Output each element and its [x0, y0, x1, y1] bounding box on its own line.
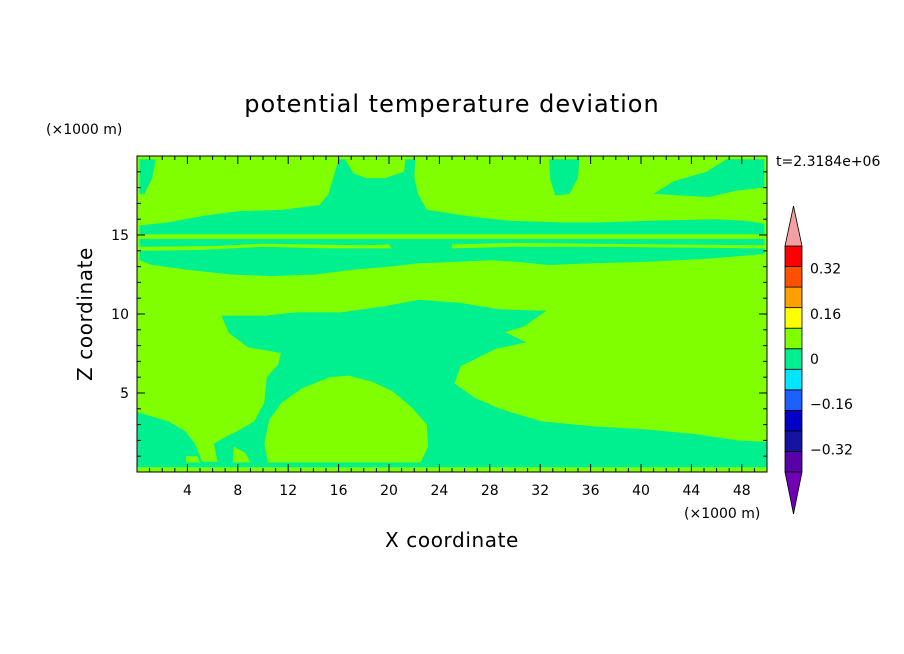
y-axis-ticks: 5 10 15: [111, 171, 767, 457]
colorbar-band: [784, 430, 803, 452]
contour-region-negative: [139, 159, 156, 194]
contour-region-positive: [186, 456, 200, 463]
colorbar-band: [784, 266, 803, 288]
contour-region-positive: [139, 243, 392, 251]
x-tick-label: 16: [330, 483, 348, 499]
contour-region-negative: [653, 159, 765, 198]
colorbar-band: [784, 389, 803, 411]
contour-regions: [137, 159, 767, 468]
y-unit-label: (×1000 m): [46, 122, 122, 138]
y-axis-title: Z coordinate: [73, 247, 97, 381]
colorbar-over-arrow: [784, 205, 803, 247]
colorbar-band: [784, 368, 803, 391]
contour-region-positive: [263, 277, 331, 305]
y-tick-label: 10: [111, 307, 129, 323]
colorbar-label: 0: [810, 352, 819, 368]
contour-region-positive: [452, 242, 765, 249]
colorbar-band: [784, 327, 803, 350]
colorbar-band: [784, 451, 803, 473]
x-axis-ticks: 4 8 12 16 20 24 28 32 36 40 44 48: [149, 156, 755, 499]
colorbar-band: [784, 245, 803, 267]
colorbar-under-arrow: [784, 471, 803, 515]
colorbar-label: −0.16: [810, 397, 853, 413]
contour-region-positive: [264, 375, 429, 463]
colorbar-band: [784, 348, 803, 370]
contour-region-positive: [433, 265, 585, 289]
colorbar-band: [784, 409, 803, 432]
contour-region-negative: [221, 299, 547, 357]
colorbar-label: −0.32: [810, 442, 853, 458]
x-tick-label: 48: [733, 483, 751, 499]
colorbar-band: [784, 307, 803, 329]
x-tick-label: 24: [430, 483, 448, 499]
contour-region-positive: [139, 234, 765, 239]
y-tick-label: 5: [120, 386, 129, 402]
x-tick-label: 28: [481, 483, 499, 499]
x-tick-label: 4: [183, 483, 192, 499]
contour-region-positive: [232, 446, 251, 463]
colorbar-label: 0.16: [810, 307, 841, 323]
x-unit-label: (×1000 m): [684, 506, 760, 522]
x-tick-label: 44: [682, 483, 700, 499]
colorbar-label: 0.32: [810, 262, 841, 278]
contour-region-positive: [344, 159, 406, 179]
x-tick-label: 8: [233, 483, 242, 499]
x-tick-label: 20: [380, 483, 398, 499]
x-tick-label: 12: [279, 483, 297, 499]
time-label: t=2.3184e+06: [776, 154, 880, 170]
x-tick-label: 40: [632, 483, 650, 499]
y-tick-label: 15: [111, 228, 129, 244]
x-tick-label: 36: [582, 483, 600, 499]
contour-region-negative: [549, 159, 580, 196]
colorbar-band: [784, 286, 803, 309]
x-axis-title: X coordinate: [385, 528, 519, 552]
colorbar: 0.32 0.16 0 −0.16 −0.32: [784, 205, 853, 515]
x-tick-label: 32: [531, 483, 549, 499]
chart-title: potential temperature deviation: [244, 90, 659, 118]
